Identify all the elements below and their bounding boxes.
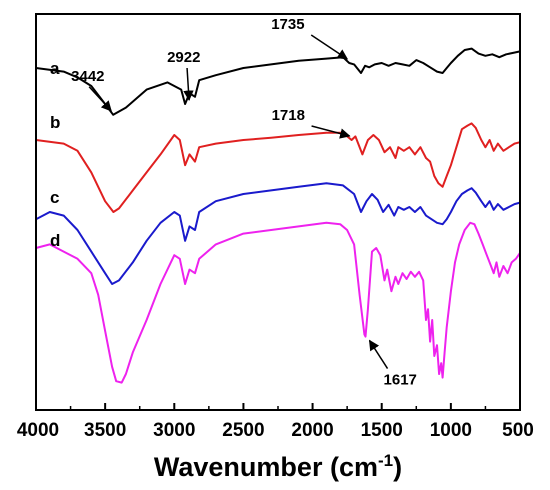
series-label-b: b	[50, 113, 60, 132]
annotation-label-1617: 1617	[384, 372, 417, 389]
annotation-label-2922: 2922	[167, 49, 200, 66]
series-label-d: d	[50, 231, 60, 250]
annotation-layer: 3442 2922 1735 1718 1617	[71, 16, 417, 389]
series-line-b	[35, 122, 521, 213]
annotation-arrow-1735	[310, 34, 349, 60]
series-label-a: a	[50, 59, 60, 78]
x-tick-label: 500	[502, 420, 534, 441]
x-tick-label: 2000	[291, 420, 333, 441]
x-axis-title: Wavenumber (cm-1)	[154, 451, 402, 482]
annotation-arrow-2922	[183, 67, 194, 102]
annotation-arrow-3442	[88, 86, 112, 112]
annotation-label-1735: 1735	[271, 16, 304, 33]
x-tick-label: 3500	[84, 420, 126, 441]
annotation-arrow-1718	[311, 125, 351, 139]
x-tick-label: 4000	[17, 420, 59, 441]
annotation-label-1718: 1718	[272, 107, 305, 124]
series-line-a	[35, 47, 521, 116]
series-line-d	[35, 221, 521, 384]
series-label-c: c	[50, 188, 59, 207]
series-layer	[35, 47, 521, 384]
series-label-layer: a b c d	[50, 59, 60, 250]
x-tick-label: 1000	[430, 420, 472, 441]
x-tick-label: 1500	[361, 420, 403, 441]
x-tick-layer: 4000 3500 3000 2500 2000 1500 1000 500	[17, 403, 534, 441]
series-line-c	[35, 182, 521, 285]
annotation-arrow-1617	[368, 339, 389, 369]
x-tick-label: 2500	[222, 420, 264, 441]
x-tick-label: 3000	[153, 420, 195, 441]
annotation-label-3442: 3442	[71, 68, 104, 85]
